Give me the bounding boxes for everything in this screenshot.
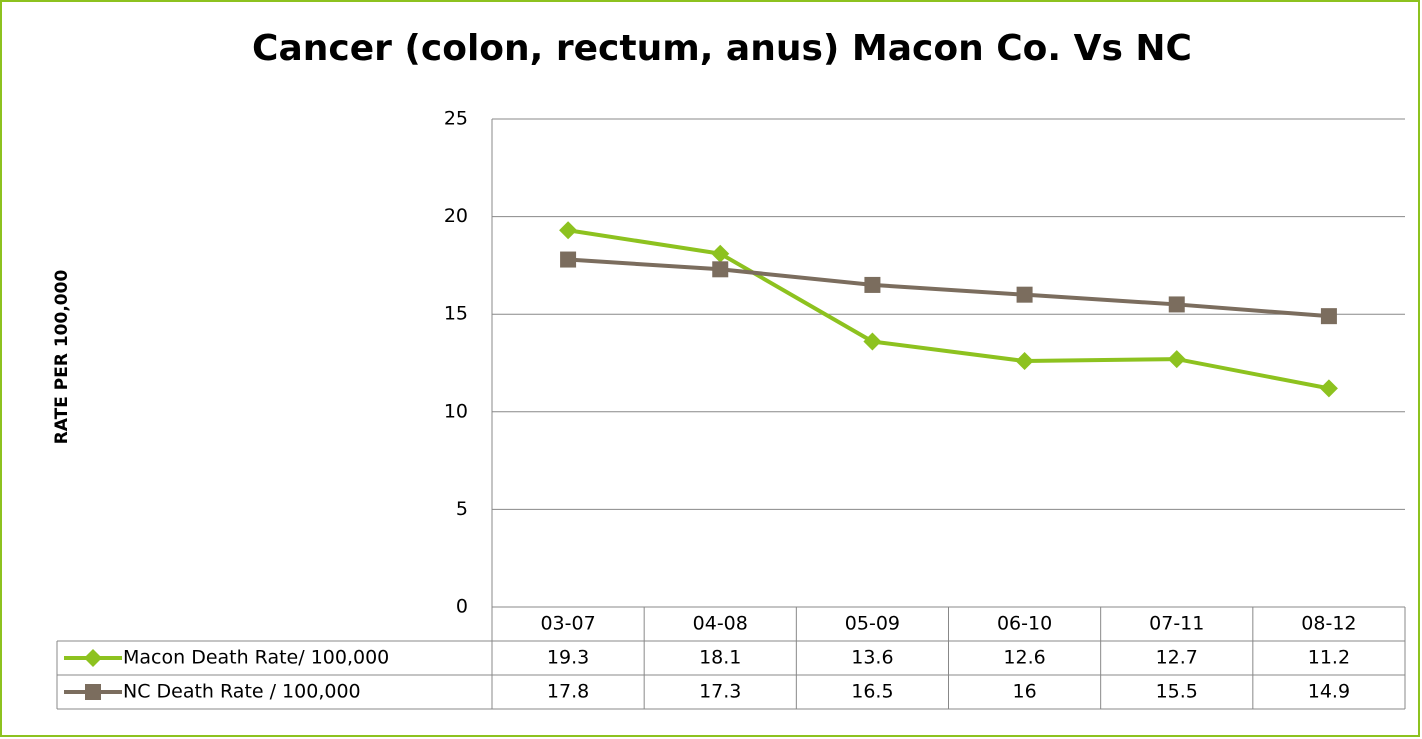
data-point [712, 261, 729, 278]
data-point [863, 332, 882, 351]
data-point [864, 276, 881, 293]
y-tick-label: 10 [444, 400, 468, 422]
series-line [567, 257, 1330, 319]
table-value: 16.5 [851, 681, 893, 703]
chart-title: Cancer (colon, rectum, anus) Macon Co. V… [252, 28, 1192, 69]
x-tick-label: 06-10 [997, 613, 1052, 635]
table-value: 18.1 [699, 647, 741, 669]
y-tick-label: 25 [444, 108, 468, 130]
table-value: 11.2 [1308, 647, 1350, 669]
data-point [1016, 286, 1033, 303]
y-tick-label: 20 [444, 205, 468, 227]
table-value: 15.5 [1156, 681, 1198, 703]
y-tick-label: 0 [456, 596, 468, 618]
y-tick-label: 15 [444, 303, 468, 325]
table-value: 17.3 [699, 681, 741, 703]
table-value: 17.8 [547, 681, 589, 703]
legend-marker [84, 649, 102, 667]
table-value: 14.9 [1308, 681, 1350, 703]
y-tick-label: 5 [456, 498, 468, 520]
data-point [559, 221, 578, 240]
data-point [1320, 308, 1337, 325]
table-value: 13.6 [851, 647, 893, 669]
legend-marker [85, 684, 101, 700]
x-tick-label: 07-11 [1149, 613, 1204, 635]
table-value: 12.7 [1156, 647, 1198, 669]
data-point [1015, 352, 1034, 371]
table-value: 19.3 [547, 647, 589, 669]
legend-label: Macon Death Rate/ 100,000 [123, 647, 389, 669]
data-point [711, 244, 730, 263]
table-value: 16 [1012, 681, 1036, 703]
x-tick-label: 04-08 [693, 613, 748, 635]
x-tick-label: 05-09 [845, 613, 900, 635]
x-tick-label: 03-07 [540, 613, 595, 635]
data-point [1168, 296, 1185, 313]
legend-label: NC Death Rate / 100,000 [123, 681, 361, 703]
x-tick-label: 08-12 [1301, 613, 1356, 635]
data-point [1319, 379, 1338, 398]
data-point [560, 251, 577, 268]
series-line [567, 228, 1330, 391]
data-point [1167, 350, 1186, 369]
table-value: 12.6 [1003, 647, 1045, 669]
y-axis-label: RATE PER 100,000 [52, 270, 72, 445]
